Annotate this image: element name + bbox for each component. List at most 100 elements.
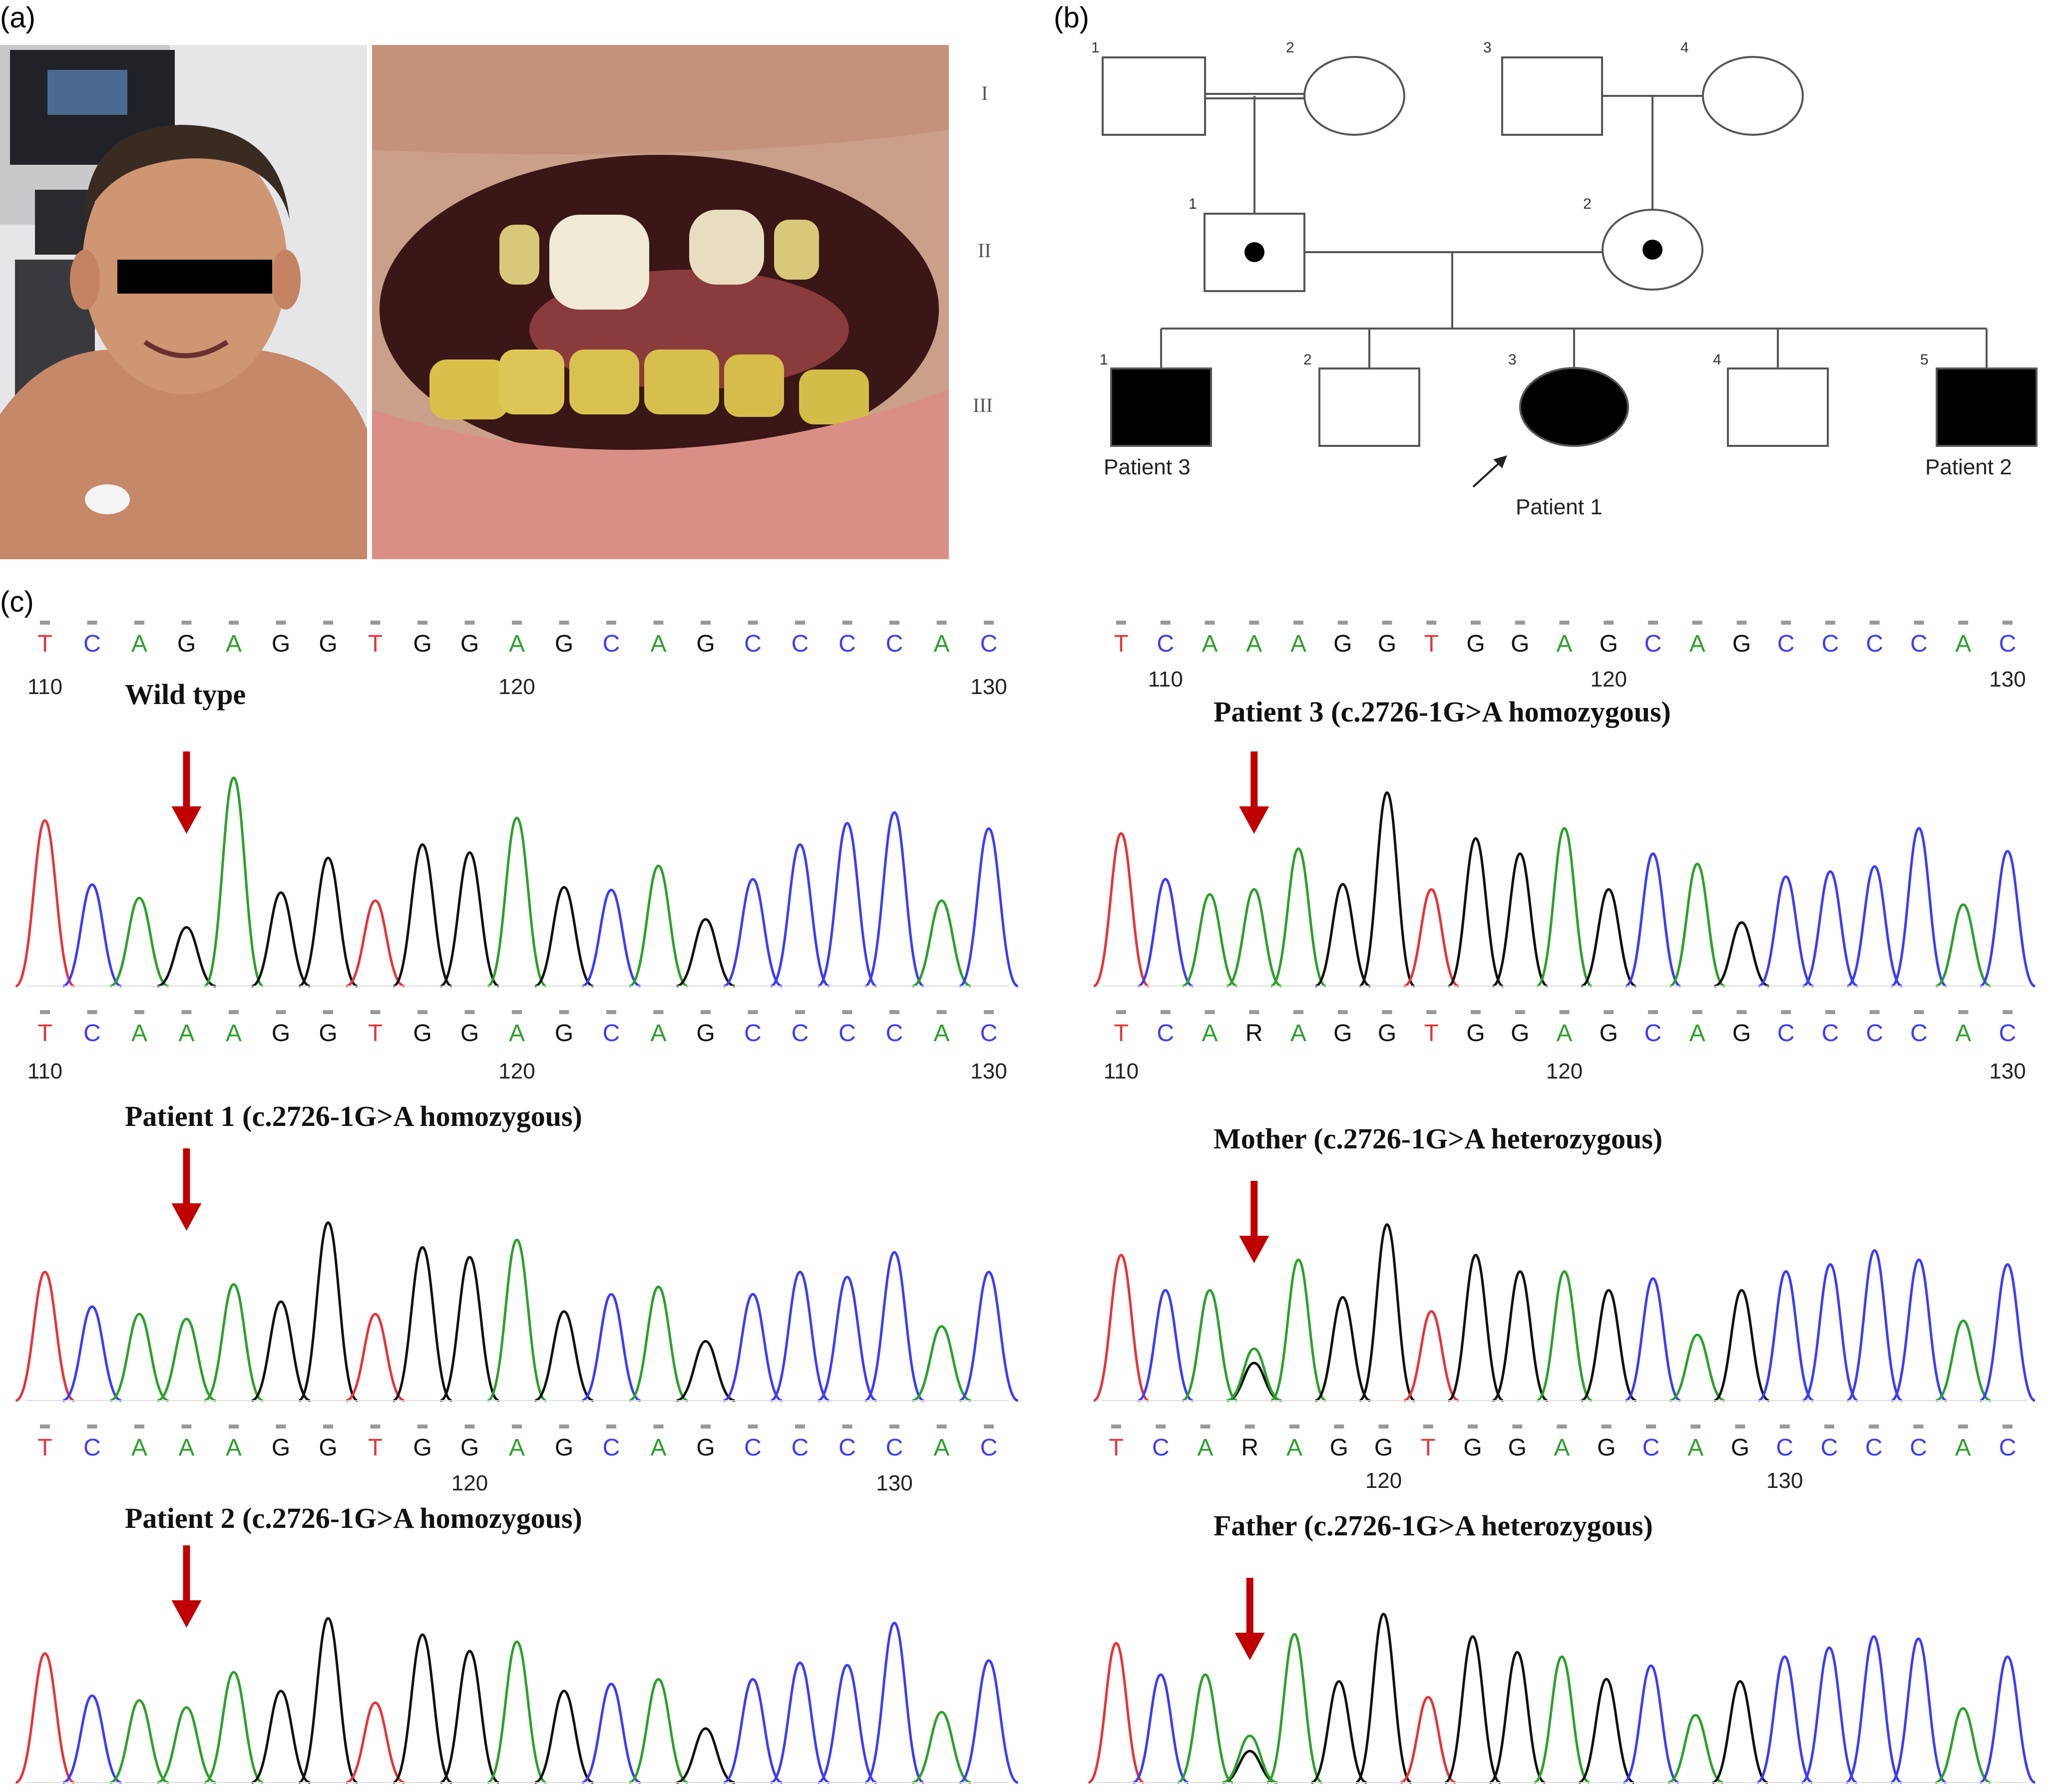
trace-peak [581,1293,641,1402]
base-call: G [696,631,715,657]
trace-peak [817,822,877,988]
base-call: G [555,1020,573,1047]
base-call: C [980,1020,998,1047]
quality-tick [1736,1010,1747,1014]
base-call: A [131,631,147,657]
quality-tick [512,1010,522,1014]
quality-tick [1468,1425,1478,1429]
base-call: A [1286,1434,1302,1461]
quality-tick [40,1010,50,1014]
quality-tick [936,621,947,625]
base-call: C [1821,1434,1838,1461]
trace-peak [298,1221,358,1402]
position-label: 120 [1365,1468,1402,1493]
base-call: C [1644,631,1662,657]
base-call: C [83,1434,101,1461]
trace-peak [864,1251,924,1402]
trace-peak [912,899,971,988]
quality-tick [984,621,994,625]
quality-tick [1293,1010,1303,1014]
chromatogram-title: Father (c.2726-1G>A heterozygous) [1214,1509,1653,1542]
quality-tick [1200,1425,1211,1429]
patient-label: Patient 2 [1925,455,2012,479]
quality-tick [512,1425,522,1429]
quality-tick [87,1425,97,1429]
base-call: C [886,1434,903,1461]
quality-tick [370,1425,381,1429]
base-call: G [1333,1020,1352,1047]
quality-tick [1289,1425,1299,1429]
trace-peak [1581,1289,1637,1402]
quality-tick [606,1010,616,1014]
base-call: C [1776,1434,1793,1461]
quality-tick [1692,1010,1702,1014]
quality-tick [1869,621,1880,625]
quality-tick [229,621,239,625]
quality-tick [1648,621,1658,625]
base-call: C [603,1434,620,1461]
quality-tick [87,1010,97,1014]
quality-tick [1423,1425,1433,1429]
individual-number: 3 [1483,39,1492,56]
trace-peak [1578,1678,1635,1784]
trace-peak [1891,1258,1947,1402]
trace-peak [676,1340,736,1402]
trace-peak [1758,1270,1814,1402]
position-label: 110 [1104,1059,1139,1083]
individual-number: 1 [1189,196,1197,212]
quality-tick [134,1010,144,1014]
generation-label: III [973,394,993,416]
base-call: A [933,1020,949,1047]
pedigree-male-I-3 [1501,56,1603,136]
base-call: A [226,1434,242,1461]
quality-tick [1116,1010,1126,1014]
base-call: C [1822,1020,1839,1047]
trace-peak [1359,791,1415,988]
base-call: A [1556,1020,1572,1047]
base-call: G [272,1434,290,1461]
quality-tick [464,621,475,625]
trace-peak [487,1640,547,1784]
trace-peak [487,1238,547,1402]
trace-peak [1890,1637,1947,1784]
quality-tick [229,1425,239,1429]
individual-number: 1 [1100,352,1108,368]
quality-tick [40,1425,50,1429]
trace-peak [1182,893,1238,988]
base-call: G [319,1434,337,1461]
pedigree-female-I-2 [1303,56,1405,136]
individual-number: 4 [1680,39,1689,56]
trace-peak [15,1652,75,1784]
base-call: T [1424,631,1439,657]
quality-tick [181,621,192,625]
quality-tick [984,1425,994,1429]
quality-tick [889,1010,899,1014]
trace-peak [346,1701,405,1784]
trace-peak [204,1283,264,1402]
base-call: A [1197,1434,1213,1461]
trace-peak [62,883,122,988]
base-call: C [886,1020,903,1047]
trace-peak [912,1325,971,1402]
chromatogram: Wild type T C A G A G G T G G A G C A G C C C C A C 110 120 130 [15,621,1019,988]
base-call: G [413,1020,431,1047]
trace-peak [581,888,641,988]
base-call: C [603,631,620,657]
trace-peak [1492,1270,1548,1402]
base-call: C [744,1020,762,1047]
quality-tick [1337,1010,1348,1014]
trace-peak [770,843,830,988]
base-call: C [792,1434,809,1461]
trace-peak [1712,1680,1768,1784]
pedigree-female-I-4 [1702,56,1804,136]
base-call: A [933,631,949,657]
trace-peak [1222,1734,1278,1784]
quality-tick [417,621,427,625]
base-call: G [555,631,573,657]
chromatogram: Patient 2 (c.2726-1G>A homozygous) T C A A A G… [15,1425,1019,1784]
base-call: A [1556,631,1572,657]
trace-peak [251,1300,311,1402]
chromatogram-title: Patient 1 (c.2726-1G>A homozygous) [125,1100,582,1132]
base-call: G [1374,1434,1393,1461]
quality-tick [1337,621,1348,625]
